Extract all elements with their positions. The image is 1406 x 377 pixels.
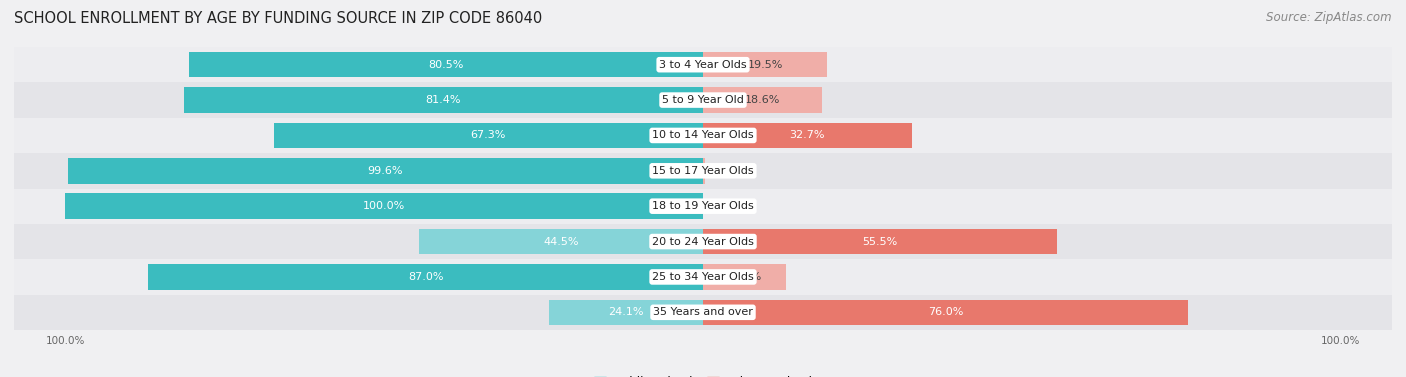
Text: 81.4%: 81.4%	[426, 95, 461, 105]
Text: 35 Years and over: 35 Years and over	[652, 307, 754, 317]
Text: 80.5%: 80.5%	[429, 60, 464, 70]
Bar	[703, 300, 1188, 325]
Text: 10 to 14 Year Olds: 10 to 14 Year Olds	[652, 130, 754, 141]
Bar	[14, 188, 1392, 224]
Text: 99.6%: 99.6%	[367, 166, 404, 176]
Bar	[703, 123, 911, 148]
Bar	[703, 264, 786, 290]
Bar	[419, 229, 703, 254]
Bar	[703, 229, 1057, 254]
Bar	[274, 123, 703, 148]
Bar	[14, 47, 1392, 83]
Text: 67.3%: 67.3%	[471, 130, 506, 141]
Bar	[67, 158, 703, 184]
Bar	[65, 193, 703, 219]
Bar	[184, 87, 703, 113]
Bar	[14, 83, 1392, 118]
Text: 18 to 19 Year Olds: 18 to 19 Year Olds	[652, 201, 754, 211]
Text: 20 to 24 Year Olds: 20 to 24 Year Olds	[652, 236, 754, 247]
Text: 32.7%: 32.7%	[790, 130, 825, 141]
Bar	[550, 300, 703, 325]
Bar	[703, 52, 827, 77]
Text: 0.36%: 0.36%	[714, 166, 751, 176]
Text: 5 to 9 Year Old: 5 to 9 Year Old	[662, 95, 744, 105]
Text: 87.0%: 87.0%	[408, 272, 443, 282]
Legend: Public School, Private School: Public School, Private School	[593, 376, 813, 377]
Bar	[703, 158, 706, 184]
Bar	[14, 224, 1392, 259]
Text: 19.5%: 19.5%	[748, 60, 783, 70]
Text: 76.0%: 76.0%	[928, 307, 963, 317]
Bar	[14, 259, 1392, 294]
Bar	[14, 118, 1392, 153]
Text: 100.0%: 100.0%	[363, 201, 405, 211]
Text: 44.5%: 44.5%	[543, 236, 579, 247]
Text: 18.6%: 18.6%	[745, 95, 780, 105]
Text: 24.1%: 24.1%	[609, 307, 644, 317]
Text: 0.0%: 0.0%	[713, 201, 741, 211]
Text: 13.0%: 13.0%	[727, 272, 762, 282]
Text: 25 to 34 Year Olds: 25 to 34 Year Olds	[652, 272, 754, 282]
Bar	[14, 153, 1392, 188]
Text: 3 to 4 Year Olds: 3 to 4 Year Olds	[659, 60, 747, 70]
Text: 15 to 17 Year Olds: 15 to 17 Year Olds	[652, 166, 754, 176]
Bar	[703, 87, 821, 113]
Bar	[14, 294, 1392, 330]
Bar	[148, 264, 703, 290]
Bar	[190, 52, 703, 77]
Text: 55.5%: 55.5%	[862, 236, 897, 247]
Text: SCHOOL ENROLLMENT BY AGE BY FUNDING SOURCE IN ZIP CODE 86040: SCHOOL ENROLLMENT BY AGE BY FUNDING SOUR…	[14, 11, 543, 26]
Text: Source: ZipAtlas.com: Source: ZipAtlas.com	[1267, 11, 1392, 24]
